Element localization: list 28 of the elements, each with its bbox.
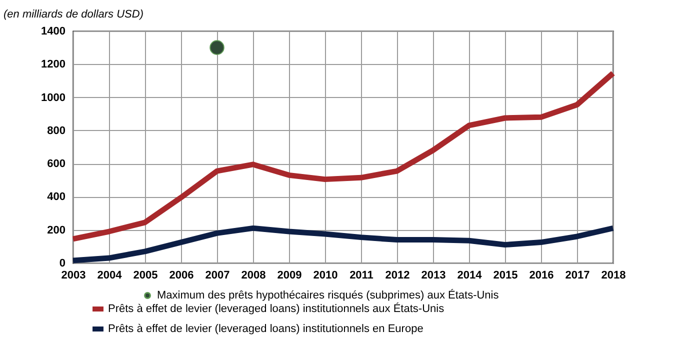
legend-label: Prêts à effet de levier (leveraged loans) institutionnels en Europe	[108, 323, 424, 335]
x-tick-label: 2006	[169, 270, 194, 282]
x-tick-label: 2008	[241, 270, 266, 282]
y-axis-title: (en milliards de dollars USD)	[4, 8, 144, 20]
y-tick-label: 0	[59, 258, 66, 270]
x-tick-label: 2004	[97, 270, 123, 282]
y-tick-label: 1000	[41, 92, 66, 104]
x-tick-label: 2015	[493, 270, 518, 282]
x-tick-label: 2013	[421, 270, 446, 282]
x-tick-label: 2016	[529, 270, 554, 282]
y-tick-label: 800	[47, 124, 66, 137]
y-tick-label: 600	[47, 158, 66, 170]
legend-label: Maximum des prêts hypothécaires risqués (subprimes) aux États-Unis	[157, 288, 500, 302]
x-tick-label: 2005	[133, 270, 158, 282]
y-tick-label: 1400	[41, 26, 66, 38]
x-tick-label: 2011	[350, 270, 374, 282]
x-tick-label: 2012	[385, 270, 410, 282]
y-tick-label: 1200	[41, 58, 66, 71]
x-tick-label: 2014	[457, 270, 483, 282]
legend-label: Prêts à effet de levier (leveraged loans) institutionnels aux États-Unis	[108, 302, 445, 315]
x-tick-label: 2003	[61, 270, 86, 282]
y-tick-label: 400	[47, 191, 66, 204]
x-tick-label: 2018	[601, 270, 626, 282]
y-tick-label: 200	[47, 224, 66, 236]
x-tick-label: 2007	[205, 270, 230, 282]
x-tick-label: 2009	[277, 270, 302, 282]
x-tick-label: 2017	[565, 270, 590, 282]
x-tick-label: 2010	[313, 270, 338, 282]
